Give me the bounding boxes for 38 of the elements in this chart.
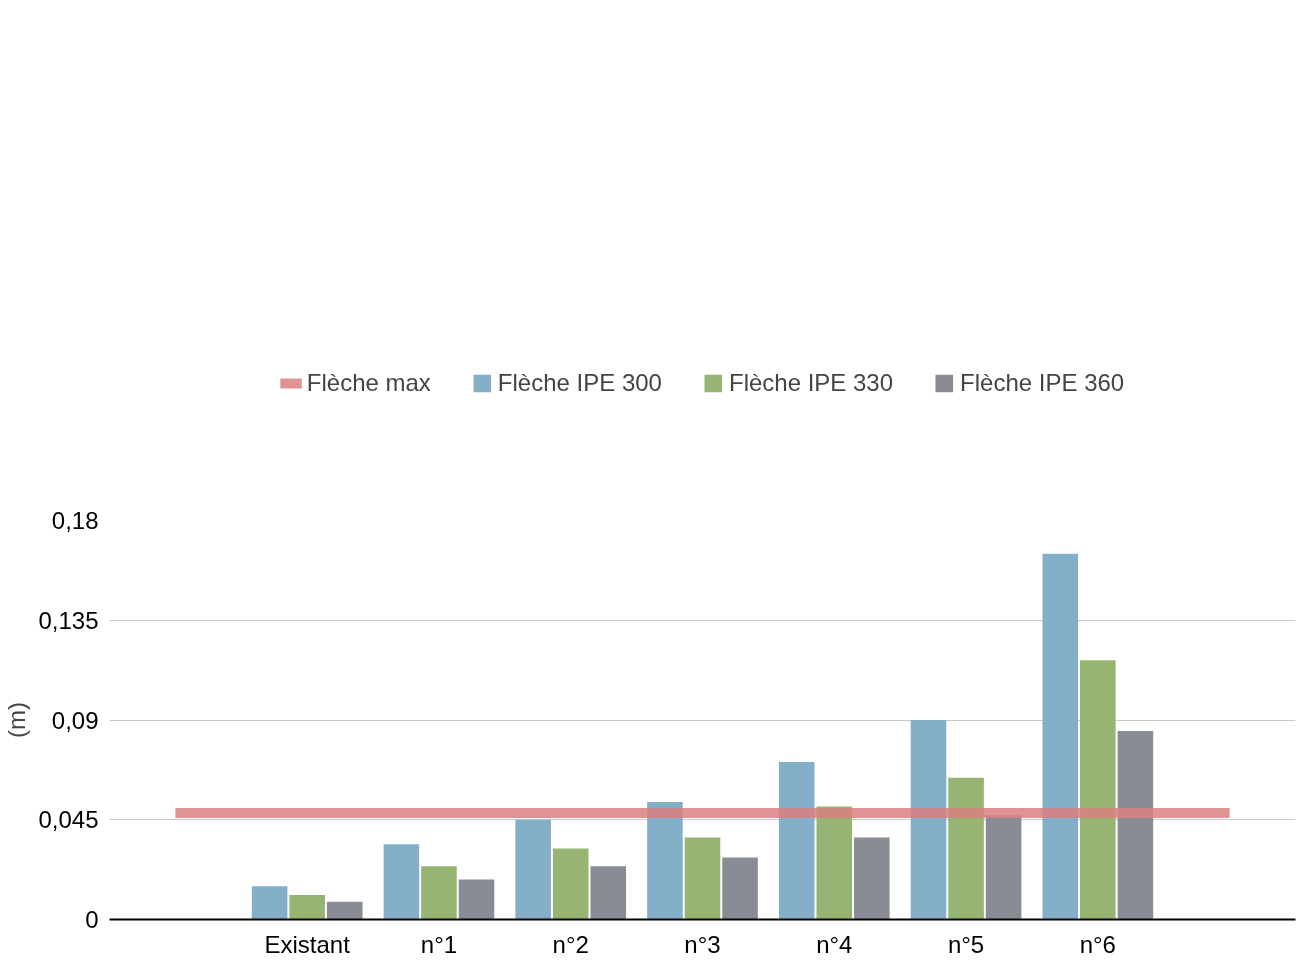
y-tick-label: 0,18 xyxy=(51,507,99,534)
legend-label: Flèche max xyxy=(306,369,431,397)
bar xyxy=(1080,660,1116,920)
bar xyxy=(421,866,457,920)
x-tick-label: n°6 xyxy=(1079,930,1116,958)
bar xyxy=(910,720,947,920)
legend-label: Flèche IPE 330 xyxy=(728,369,894,397)
x-tick-label: n°5 xyxy=(947,930,985,958)
bar xyxy=(816,806,853,920)
legend-label: Flèche IPE 360 xyxy=(960,369,1125,397)
bar xyxy=(383,844,420,920)
x-tick-label: n°4 xyxy=(816,930,853,958)
y-tick-label: 0,135 xyxy=(38,606,99,634)
bar xyxy=(948,777,984,920)
bar xyxy=(289,895,325,920)
x-tick-label: n°3 xyxy=(684,930,721,958)
bar xyxy=(458,879,495,920)
x-tick-label: n°2 xyxy=(552,930,589,958)
x-tick-label: Existant xyxy=(264,930,351,958)
y-tick-label: 0,09 xyxy=(51,706,99,734)
y-axis-title: (m) xyxy=(3,702,31,738)
y-tick-label: 0,045 xyxy=(38,806,99,834)
legend-label: Flèche IPE 300 xyxy=(497,369,662,397)
bar xyxy=(647,802,683,920)
x-tick-label: n°1 xyxy=(420,930,458,958)
bar xyxy=(722,857,758,920)
bar xyxy=(1042,553,1079,920)
y-tick-label: 0 xyxy=(85,906,99,933)
bar xyxy=(985,815,1022,920)
bar xyxy=(552,848,589,920)
bar xyxy=(684,837,721,920)
bar xyxy=(590,866,627,920)
bar xyxy=(251,886,288,920)
bar xyxy=(515,819,551,920)
bar xyxy=(1117,731,1154,920)
bar xyxy=(778,762,815,920)
bar xyxy=(326,901,363,920)
bar xyxy=(854,837,890,920)
